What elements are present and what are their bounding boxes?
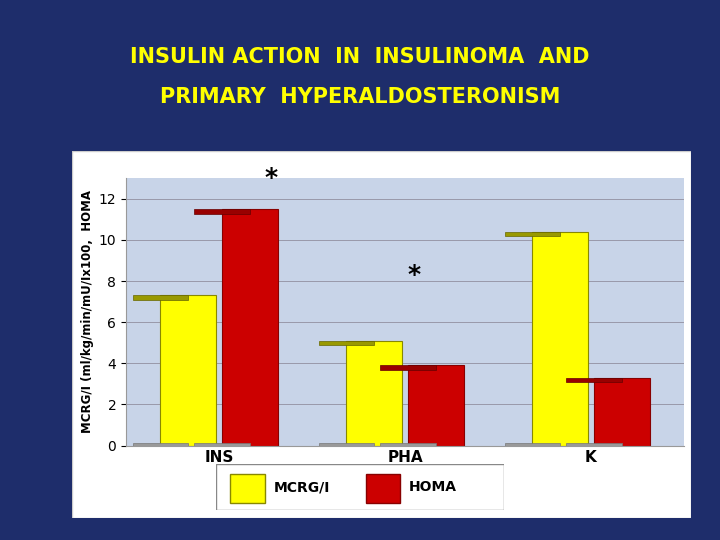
FancyBboxPatch shape [230, 474, 265, 503]
Text: *: * [264, 165, 278, 190]
Bar [194, 209, 250, 213]
Bar [505, 443, 560, 445]
Bar [532, 232, 588, 446]
Text: PRIMARY  HYPERALDOSTERONISM: PRIMARY HYPERALDOSTERONISM [160, 87, 560, 107]
Text: INSULIN ACTION  IN  INSULINOMA  AND: INSULIN ACTION IN INSULINOMA AND [130, 46, 590, 67]
Bar [594, 377, 649, 446]
Bar [408, 365, 464, 446]
Bar [380, 443, 436, 445]
Bar [194, 443, 250, 445]
FancyBboxPatch shape [72, 151, 691, 518]
Bar [566, 377, 621, 382]
Bar [318, 341, 374, 345]
Bar [132, 295, 189, 300]
Text: *: * [408, 263, 421, 287]
Text: MCRG/I: MCRG/I [274, 481, 330, 494]
Bar [318, 443, 374, 445]
Bar [222, 209, 278, 446]
Bar [566, 443, 621, 445]
Y-axis label: MCRG/I (ml/kg/min/mU/Ix100,  HOMA: MCRG/I (ml/kg/min/mU/Ix100, HOMA [81, 191, 94, 433]
Bar [346, 341, 402, 446]
FancyBboxPatch shape [366, 474, 400, 503]
Bar [161, 295, 216, 445]
Bar [132, 443, 189, 445]
Text: HOMA: HOMA [409, 481, 457, 494]
Bar [380, 365, 436, 370]
Bar [505, 232, 560, 236]
